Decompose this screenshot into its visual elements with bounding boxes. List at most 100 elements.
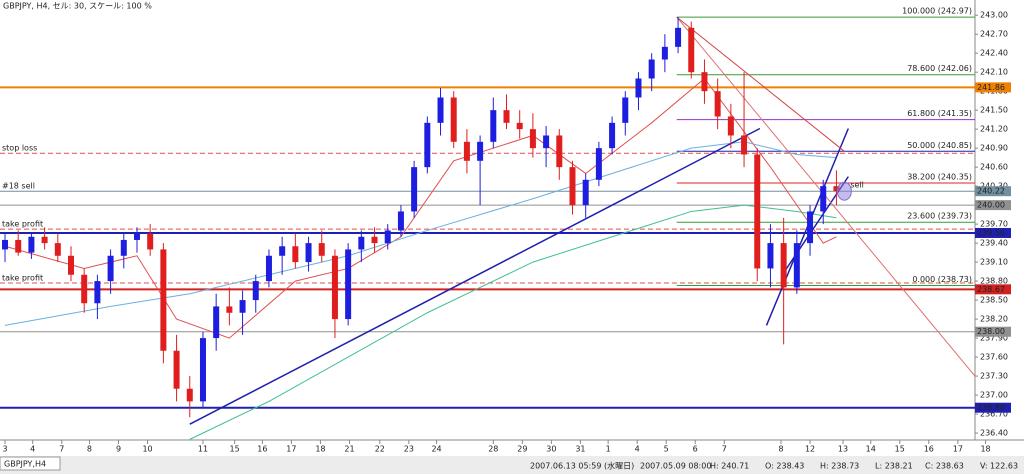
candle-body: [213, 306, 220, 339]
y-tick-label: 242.10: [980, 68, 1008, 77]
y-tick-label: 237.60: [980, 353, 1008, 362]
fibo-label: 23.600 (239.73): [907, 212, 972, 221]
chart-title: GBPJPY, H4, セル: 30, スケール: 100 %: [3, 2, 152, 11]
candle-body: [397, 211, 404, 231]
x-tick-label: 17: [286, 445, 296, 454]
y-tick-label: 237.30: [980, 372, 1008, 381]
candle-body: [463, 141, 470, 161]
candle-body: [741, 135, 748, 155]
fibo-label: 50.000 (240.85): [907, 141, 972, 150]
candle-body: [252, 281, 259, 301]
candle-body: [239, 300, 246, 313]
candle-body: [160, 249, 167, 351]
status-text: V: 122.63: [980, 462, 1018, 471]
candle-body: [529, 129, 536, 149]
status-text: L: 238.21: [875, 462, 913, 471]
moving-average: [4, 77, 837, 339]
x-tick-label: 24: [431, 445, 441, 454]
candle-body: [569, 167, 576, 206]
y-tick-label: 236.40: [980, 429, 1008, 438]
price-tag: [975, 284, 1011, 295]
moving-average: [4, 141, 837, 326]
price-tag-label: 241.86: [977, 83, 1005, 92]
candle-body: [15, 239, 22, 253]
candle-body: [94, 281, 101, 304]
x-tick-label: 4: [30, 445, 35, 454]
candle-body: [754, 154, 761, 269]
candle-body: [556, 135, 563, 168]
chart-tab-label[interactable]: GBPJPY,H4: [4, 460, 46, 469]
status-bar: [0, 456, 1024, 474]
price-tag-label: 238.00: [977, 327, 1005, 336]
price-tag: [975, 227, 1011, 238]
candle-body: [780, 243, 787, 288]
fibo-label: 38.200 (240.35): [907, 172, 972, 181]
candle-body: [582, 179, 589, 206]
x-tick-label: 1: [606, 445, 611, 454]
candle-body: [147, 233, 154, 250]
x-tick-label: 15: [895, 445, 905, 454]
x-tick-label: 3: [2, 445, 7, 454]
candle-body: [305, 243, 312, 263]
x-tick-label: 12: [805, 445, 815, 454]
candle-body: [345, 249, 352, 320]
candle-body: [199, 338, 206, 402]
x-tick-label: 10: [142, 445, 152, 454]
candle-body: [424, 122, 431, 168]
candle-body: [226, 306, 233, 313]
candle-body: [767, 243, 774, 269]
order-marker-label: sell: [850, 181, 864, 190]
price-tag: [975, 326, 1011, 337]
candle-body: [661, 46, 668, 60]
x-tick-label: 28: [488, 445, 498, 454]
candle-body: [833, 186, 840, 192]
price-tag-label: 240.00: [977, 201, 1005, 210]
y-tick-label: 240.90: [980, 144, 1008, 153]
candle-body: [543, 135, 550, 149]
candle-body: [54, 243, 61, 256]
candle-body: [28, 236, 35, 253]
candle-body: [595, 148, 602, 180]
candle-body: [688, 27, 695, 73]
y-tick-label: 242.70: [980, 30, 1008, 39]
status-text: H: 240.71: [710, 462, 749, 471]
price-tag: [975, 200, 1011, 211]
status-text: 2007.05.09 08:00: [640, 462, 711, 471]
candle-body: [411, 167, 418, 212]
candle-body: [503, 110, 510, 123]
x-tick-label: 16: [257, 445, 267, 454]
x-tick-label: 8: [778, 445, 783, 454]
status-text: 2007.06.13 05:59 (水曜日): [530, 461, 634, 471]
y-tick-label: 238.50: [980, 296, 1008, 305]
candle-body: [358, 236, 365, 250]
y-tick-label: 239.70: [980, 220, 1008, 229]
y-tick-label: 237.00: [980, 391, 1008, 400]
candle-body: [820, 186, 827, 212]
x-tick-label: 7: [59, 445, 64, 454]
chart-tab[interactable]: [0, 456, 61, 471]
candle-body: [81, 274, 88, 304]
candle-body: [701, 72, 708, 92]
y-tick-label: 240.30: [980, 182, 1008, 191]
status-text: H: 238.73: [820, 462, 859, 471]
price-tag: [975, 186, 1011, 197]
candle-body: [120, 239, 127, 256]
y-tick-label: 236.70: [980, 410, 1008, 419]
line-label: stop loss: [2, 144, 37, 153]
y-tick-label: 238.20: [980, 315, 1008, 324]
candle-body: [727, 116, 734, 136]
price-tag-label: 238.67: [977, 285, 1005, 294]
candle-body: [107, 255, 114, 282]
price-tag: [975, 82, 1011, 93]
fibo-label: 100.000 (242.97): [902, 7, 972, 16]
candle-body: [68, 255, 75, 275]
x-tick-label: 14: [866, 445, 876, 454]
price-tag-label: 239.56: [977, 228, 1005, 237]
candle-body: [173, 350, 180, 389]
candle-body: [490, 110, 497, 142]
fibo-label: 78.600 (242.06): [907, 64, 972, 73]
y-tick-label: 239.10: [980, 258, 1008, 267]
